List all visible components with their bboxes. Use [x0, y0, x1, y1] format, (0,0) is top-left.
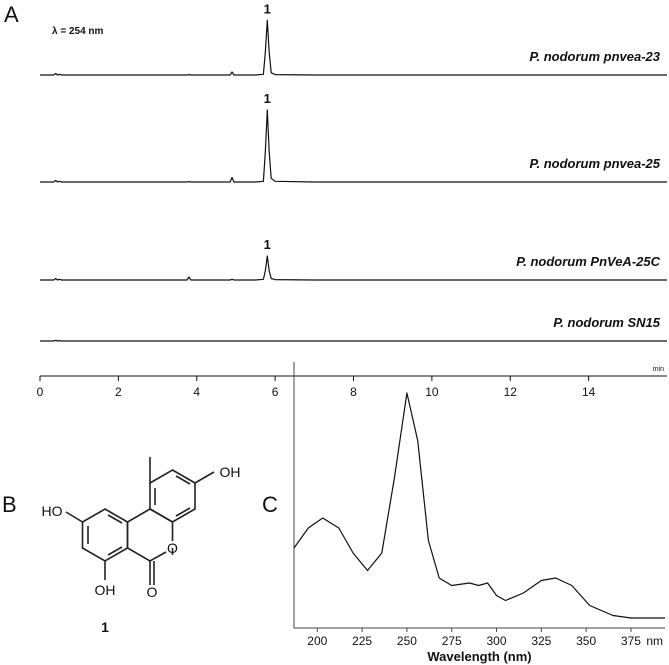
trace [293, 392, 665, 619]
carbonyl [149, 561, 155, 585]
peak-label: 1 [264, 237, 271, 252]
panel-label: C [262, 492, 278, 517]
x-tick-label: 14 [582, 385, 596, 399]
axes [293, 362, 665, 629]
ring [149, 469, 196, 523]
peak-label: 1 [264, 91, 271, 106]
x-tick-label: 4 [193, 385, 200, 399]
atom-label: OH [220, 464, 241, 480]
series-label: P. nodorum SN15 [553, 315, 660, 330]
series-label: P. nodorum PnVeA-25C [516, 254, 660, 269]
x-tick-label: 300 [487, 634, 507, 648]
bond [194, 471, 215, 484]
x-tick-label: 2 [115, 385, 122, 399]
double-bond [154, 475, 191, 517]
trace [40, 255, 667, 281]
panel-label: B [2, 492, 17, 517]
x-tick-label: 275 [442, 634, 462, 648]
bond [65, 511, 83, 523]
compound-label: 1 [101, 619, 109, 635]
panel-label: A [4, 2, 19, 27]
series-label: P. nodorum pnvea-25 [529, 156, 660, 171]
x-tick-label: 6 [272, 385, 279, 399]
x-unit: min [653, 366, 664, 373]
x-tick-label: 10 [425, 385, 439, 399]
x-tick-label: 250 [397, 634, 417, 648]
x-axis-title: Wavelength (nm) [427, 649, 531, 664]
x-tick-label: 0 [37, 385, 44, 399]
wavelength-note: λ = 254 nm [52, 26, 104, 37]
trace [40, 19, 667, 76]
structure: OH HO O O OH 1 [42, 457, 241, 635]
x-tick-label: 12 [504, 385, 518, 399]
atom-label: HO [42, 503, 63, 519]
x-tick-label: 325 [531, 634, 551, 648]
x-tick-label: 8 [350, 385, 357, 399]
x-tick-label: 225 [352, 634, 372, 648]
atom-label: O [167, 540, 178, 556]
ring [81, 508, 129, 562]
x-unit: nm [646, 634, 663, 648]
x-tick-label: 200 [307, 634, 327, 648]
double-bond [87, 514, 123, 556]
ring [126, 508, 174, 562]
atom-label: O [147, 584, 158, 600]
atom-label: OH [95, 582, 116, 598]
trace [40, 109, 667, 183]
x-tick-label: 350 [576, 634, 596, 648]
trace [40, 339, 667, 342]
peak-label: 1 [264, 1, 271, 16]
x-tick-label: 375 [621, 634, 641, 648]
series-label: P. nodorum pnvea-23 [529, 49, 660, 64]
